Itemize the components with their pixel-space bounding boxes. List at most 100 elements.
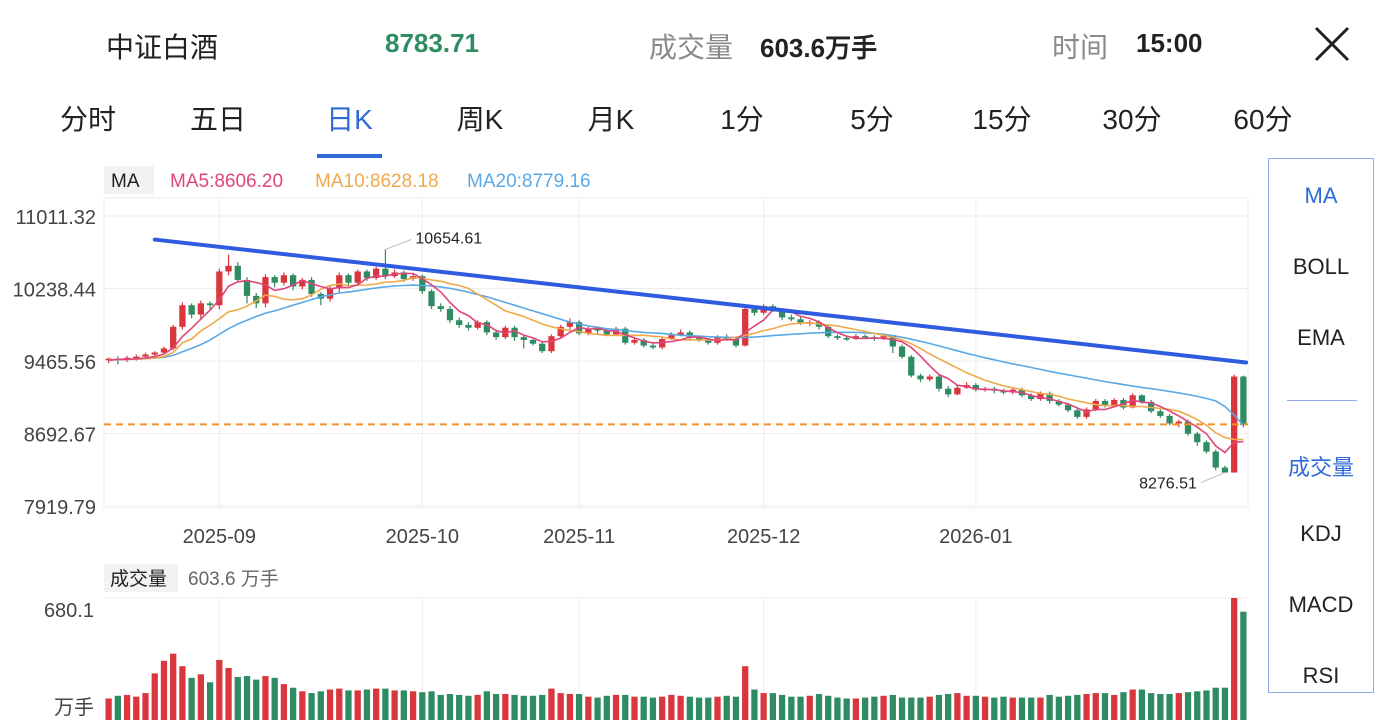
candle-body bbox=[308, 279, 315, 294]
indicator-divider bbox=[1287, 400, 1357, 401]
volume-bar bbox=[585, 696, 592, 720]
volume-bar bbox=[354, 690, 361, 720]
price-tick-label: 9465.56 bbox=[24, 352, 96, 374]
candle-body bbox=[170, 326, 177, 349]
volume-bar bbox=[382, 688, 389, 720]
candle-body bbox=[566, 322, 574, 327]
candle-body bbox=[539, 343, 546, 352]
volume-bar bbox=[1018, 697, 1026, 720]
candle-body bbox=[1037, 393, 1044, 400]
indicator-volume[interactable]: 成交量 bbox=[1287, 455, 1354, 480]
volume-bar bbox=[751, 689, 758, 720]
volume-bar bbox=[391, 690, 398, 720]
volume-bar bbox=[1074, 694, 1081, 720]
high-annotation-label: 10654.61 bbox=[415, 230, 482, 247]
indicator-boll[interactable]: BOLL bbox=[1292, 254, 1350, 279]
candle-body bbox=[1064, 404, 1072, 411]
volume-bar bbox=[1231, 598, 1238, 720]
indicator-macd[interactable]: MACD bbox=[1288, 592, 1354, 617]
volume-bar bbox=[1101, 693, 1109, 720]
candle-body bbox=[456, 320, 463, 325]
tab-five-day[interactable]: 五日 bbox=[189, 104, 246, 135]
candle-body bbox=[1203, 442, 1210, 452]
indicator-ema[interactable]: EMA bbox=[1297, 325, 1345, 350]
volume-bar bbox=[428, 691, 435, 720]
tab-intraday[interactable]: 分时 bbox=[59, 104, 116, 135]
tab-60min[interactable]: 60分 bbox=[1233, 104, 1293, 135]
price-tick-label: 7919.79 bbox=[24, 497, 96, 519]
volume-bar bbox=[345, 690, 352, 720]
candle-body bbox=[1083, 409, 1090, 417]
volume-bar bbox=[908, 697, 915, 720]
volume-unit-label: 万手 bbox=[54, 696, 94, 719]
volume-bar bbox=[954, 693, 961, 720]
candle-body bbox=[1157, 411, 1164, 416]
volume-label: 成交量 bbox=[649, 32, 734, 63]
indicator-ma[interactable]: MA bbox=[1304, 183, 1338, 208]
tab-1min[interactable]: 1分 bbox=[720, 104, 764, 135]
quote-header: 中证白酒 8783.71 成交量 603.6万手 时间 15:00 bbox=[0, 0, 1381, 86]
ma-legend: MA5:8606.20 MA10:8628.18 MA20:8779.16 bbox=[170, 171, 591, 192]
tab-daily-k[interactable]: 日K bbox=[326, 104, 373, 135]
volume-bar bbox=[1138, 689, 1146, 720]
ma-legend-tag-bg bbox=[104, 166, 154, 194]
volume-bar bbox=[972, 695, 979, 720]
volume-bar bbox=[917, 697, 924, 720]
indicator-kdj[interactable]: KDJ bbox=[1300, 521, 1342, 546]
candle-body bbox=[142, 354, 149, 357]
candle-body bbox=[1028, 395, 1035, 400]
candle-body bbox=[1111, 399, 1118, 406]
volume-bar bbox=[289, 687, 297, 720]
tab-30min[interactable]: 30分 bbox=[1102, 104, 1162, 135]
candle-body bbox=[631, 339, 638, 343]
volume-bar bbox=[1009, 697, 1016, 720]
volume-bar bbox=[253, 679, 260, 720]
close-button[interactable] bbox=[1310, 22, 1354, 66]
candle-body bbox=[954, 387, 961, 395]
ma5-line bbox=[108, 272, 1244, 454]
volume-bar bbox=[659, 696, 666, 720]
volume-bar bbox=[456, 694, 463, 720]
ma5-legend-value: 8606.20 bbox=[214, 171, 283, 192]
volume-bar bbox=[926, 696, 933, 720]
close-icon bbox=[1314, 26, 1350, 62]
volume-legend-tag-bg bbox=[104, 564, 178, 592]
date-tick-label: 2025-12 bbox=[727, 526, 800, 548]
candle-body bbox=[326, 288, 334, 299]
volume-bar bbox=[1212, 687, 1219, 720]
volume-bar bbox=[575, 693, 583, 720]
candle-body bbox=[1175, 421, 1182, 424]
ma20-line bbox=[108, 284, 1244, 426]
candle-body bbox=[280, 275, 288, 283]
kline-chart[interactable]: MA MA5:8606.20 MA10:8628.18 MA20:8779.16… bbox=[0, 158, 1262, 727]
current-price: 8783.71 bbox=[385, 28, 479, 58]
volume-legend-value: 603.6 万手 bbox=[188, 568, 279, 590]
volume-bar bbox=[1194, 691, 1201, 720]
volume-bar bbox=[760, 693, 767, 720]
volume-bar bbox=[243, 676, 251, 720]
candle-body bbox=[788, 317, 795, 320]
tab-15min[interactable]: 15分 bbox=[972, 104, 1032, 135]
volume-bar bbox=[898, 697, 906, 720]
tab-weekly-k[interactable]: 周K bbox=[456, 104, 504, 135]
ma20-legend-name: MA20 bbox=[467, 171, 517, 192]
candle-body bbox=[483, 322, 491, 333]
volume-bar bbox=[778, 694, 786, 720]
candle-body bbox=[585, 328, 592, 334]
volume-bar bbox=[686, 696, 693, 720]
volume-bar bbox=[197, 674, 205, 720]
volume-bar bbox=[1203, 690, 1210, 720]
volume-legend-tag: 成交量 bbox=[110, 568, 167, 590]
candle-body bbox=[668, 335, 675, 340]
candle-body bbox=[677, 332, 684, 336]
candle-body bbox=[797, 319, 804, 324]
ma10-legend-value: 8628.18 bbox=[370, 171, 439, 192]
tab-5min[interactable]: 5分 bbox=[850, 104, 894, 135]
volume-bar bbox=[557, 693, 564, 720]
volume-bar bbox=[1166, 693, 1173, 720]
indicator-rsi[interactable]: RSI bbox=[1302, 663, 1340, 688]
volume-bar bbox=[216, 659, 223, 720]
tab-monthly-k[interactable]: 月K bbox=[587, 104, 635, 135]
volume-bar bbox=[815, 693, 823, 720]
volume-bar bbox=[188, 677, 195, 720]
